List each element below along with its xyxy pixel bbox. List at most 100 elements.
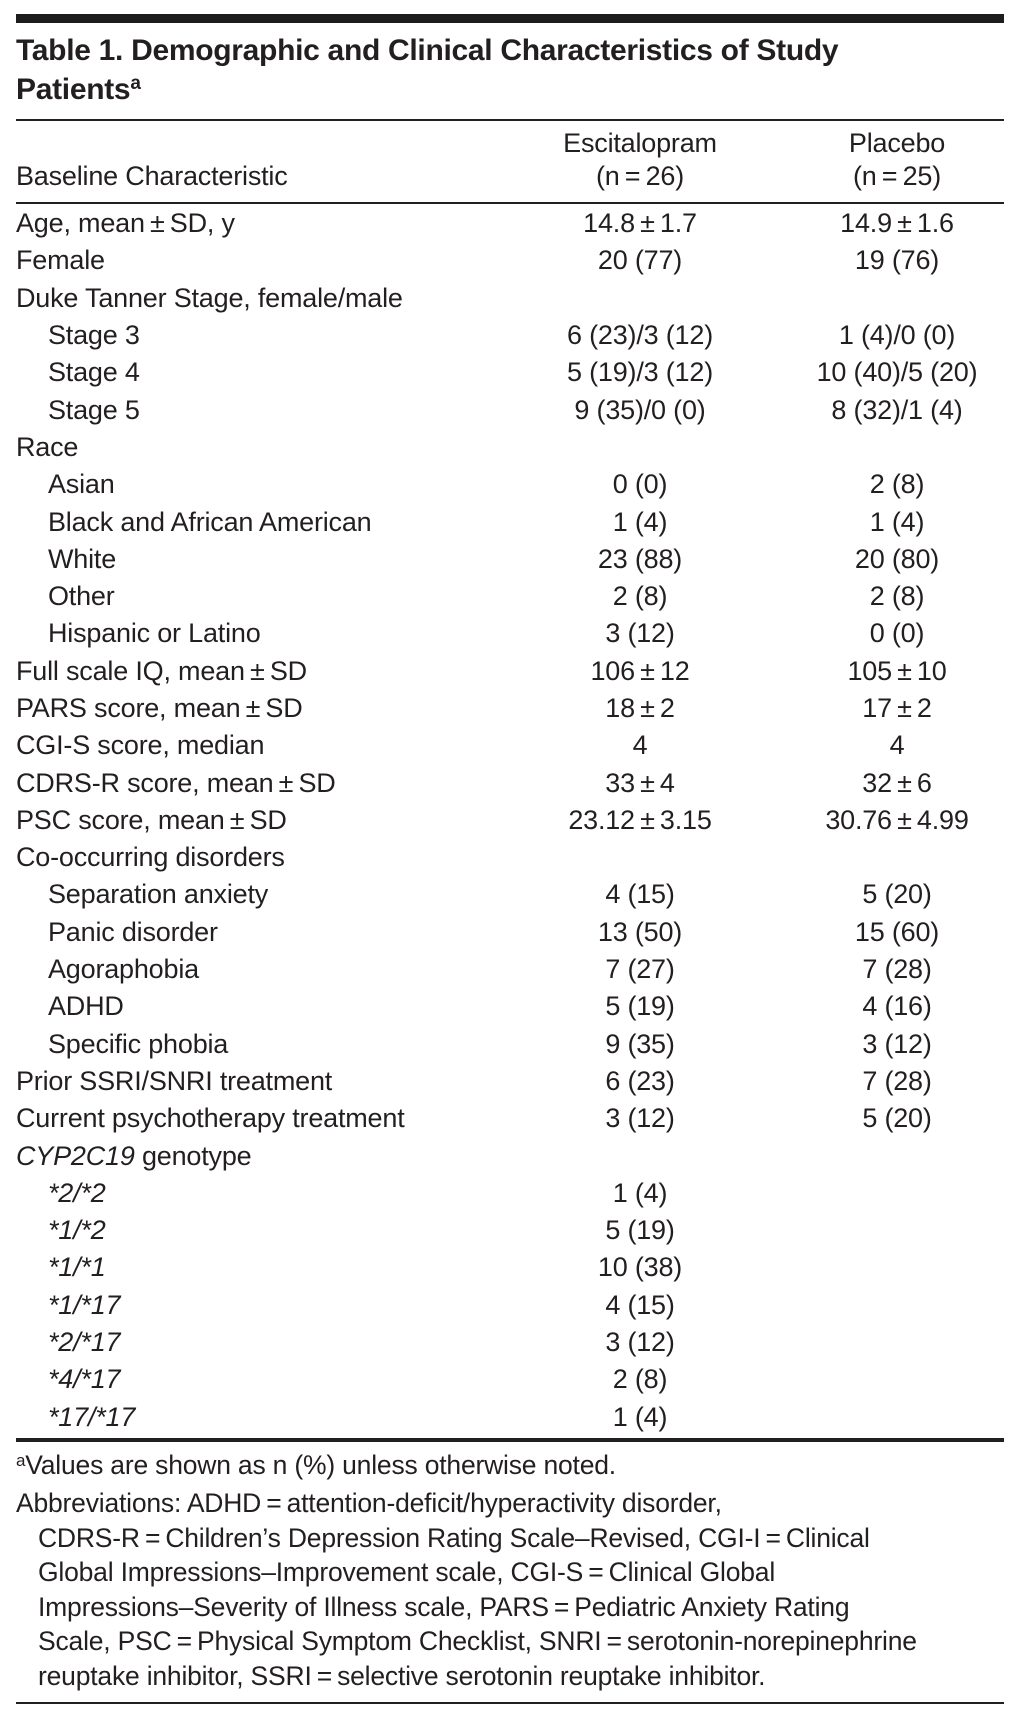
table-row: Agoraphobia 7 (27) 7 (28) [16,951,1004,988]
row-label: *1/*17 [48,1289,121,1320]
table-row: Hispanic or Latino 3 (12) 0 (0) [16,615,1004,652]
header-baseline-characteristic: Baseline Characteristic [16,161,288,191]
table-row: Panic disorder 13 (50) 15 (60) [16,914,1004,951]
table-top-bar [16,14,1004,23]
row-value-escitalopram: 2 (8) [612,581,668,612]
table-title: Table 1. Demographic and Clinical Charac… [16,31,1004,113]
abbreviation-line: reuptake inhibitor, SSRI = selective ser… [38,1660,766,1691]
row-value-placebo: 5 (20) [862,1103,932,1134]
row-value-escitalopram: 23.12 ± 3.15 [568,804,712,835]
row-value-escitalopram: 14.8 ± 1.7 [583,208,697,239]
header-placebo-name: Placebo [848,128,946,158]
row-value-placebo: 14.9 ± 1.6 [840,208,954,239]
table-row: Black and African American 1 (4) 1 (4) [16,503,1004,540]
row-value-escitalopram: 9 (35) [605,1028,675,1059]
row-label: Black and African American [48,506,372,537]
abbreviation-line: Impressions–Severity of Illness scale, P… [38,1591,850,1622]
row-label: Prior SSRI/SNRI treatment [16,1065,333,1096]
table-row: *1/*2 5 (19) [16,1212,1004,1249]
table-row: Race [16,429,1004,466]
table-row: PSC score, mean ± SD 23.12 ± 3.15 30.76 … [16,802,1004,839]
header-escitalopram-n: (n = 26) [595,161,684,191]
row-label: Co-occurring disorders [16,842,285,873]
row-value-placebo: 32 ± 6 [862,767,932,798]
table-row: *2/*17 3 (12) [16,1324,1004,1361]
row-value-escitalopram: 6 (23) [605,1065,675,1096]
row-value-escitalopram: 3 (12) [605,1327,675,1358]
abbreviation-line: Scale, PSC = Physical Symptom Checklist,… [38,1626,917,1657]
table-row: CDRS-R score, mean ± SD 33 ± 4 32 ± 6 [16,764,1004,801]
row-value-placebo: 2 (8) [869,469,925,500]
table-row: Asian 0 (0) 2 (8) [16,466,1004,503]
header-escitalopram-name: Escitalopram [563,128,717,158]
row-label: White [48,543,117,574]
row-value-escitalopram: 5 (19) [605,991,675,1022]
table-row: Specific phobia 9 (35) 3 (12) [16,1026,1004,1063]
row-label: Current psychotherapy treatment [16,1103,405,1134]
table-row: Stage 4 5 (19)/3 (12) 10 (40)/5 (20) [16,354,1004,391]
footnote-marker: a [16,1450,26,1470]
row-label: CYP2C19 genotype [16,1140,252,1171]
table-row: PARS score, mean ± SD 18 ± 2 17 ± 2 [16,690,1004,727]
row-value-placebo: 4 [889,730,905,761]
row-value-escitalopram: 18 ± 2 [605,693,675,723]
row-label: CGI-S score, median [16,730,265,761]
table-row: ADHD 5 (19) 4 (16) [16,988,1004,1025]
row-value-placebo: 17 ± 2 [862,693,932,723]
row-label: Other [48,581,115,612]
row-value-escitalopram: 7 (27) [605,954,675,985]
row-value-escitalopram: 0 (0) [612,469,668,500]
row-value-placebo: 30.76 ± 4.99 [825,804,969,835]
row-value-placebo: 19 (76) [854,245,940,276]
row-label: *1/*1 [48,1252,106,1283]
row-label: CDRS-R score, mean ± SD [16,767,336,798]
row-value-placebo: 1 (4)/0 (0) [838,320,956,351]
row-value-placebo: 7 (28) [862,1065,932,1096]
row-label: *1/*2 [48,1215,106,1246]
row-label: *2/*2 [48,1177,106,1208]
row-value-placebo: 10 (40)/5 (20) [816,357,978,388]
row-value-placebo: 105 ± 10 [847,655,947,686]
row-value-escitalopram: 3 (12) [605,1103,675,1134]
row-value-escitalopram: 106 ± 12 [590,655,690,686]
row-label: Panic disorder [48,916,218,947]
header-escitalopram: Escitalopram (n = 26) [490,127,790,193]
table-row: Stage 3 6 (23)/3 (12) 1 (4)/0 (0) [16,317,1004,354]
abbreviation-line: Abbreviations: ADHD = attention-deficit/… [16,1488,722,1519]
row-label: Separation anxiety [48,879,269,910]
row-value-escitalopram: 1 (4) [612,506,668,537]
table-row: CGI-S score, median 4 4 [16,727,1004,764]
footnote-abbreviations: Abbreviations: ADHD = attention-deficit/… [16,1486,1004,1693]
row-value-escitalopram: 33 ± 4 [605,767,675,798]
table-row: Current psychotherapy treatment 3 (12) 5… [16,1100,1004,1137]
header-placebo-n: (n = 25) [852,161,941,191]
abbreviation-line: Global Impressions–Improvement scale, CG… [38,1557,776,1588]
row-value-escitalopram: 20 (77) [597,245,683,276]
table-row: Female 20 (77) 19 (76) [16,242,1004,279]
row-label: *17/*17 [48,1401,136,1432]
table-title-line1: Table 1. Demographic and Clinical Charac… [16,34,839,67]
table-row: Stage 5 9 (35)/0 (0) 8 (32)/1 (4) [16,391,1004,428]
table-body: Age, mean ± SD, y 14.8 ± 1.7 14.9 ± 1.6 … [16,204,1004,1438]
row-value-escitalopram: 1 (4) [612,1401,668,1432]
row-value-escitalopram: 3 (12) [605,618,675,649]
row-label: Female [16,245,105,276]
row-value-placebo: 1 (4) [869,506,925,537]
row-label: Age, mean ± SD, y [16,208,235,239]
row-label: Agoraphobia [48,954,199,985]
table-row: *1/*17 4 (15) [16,1287,1004,1324]
table-row: Full scale IQ, mean ± SD 106 ± 12 105 ± … [16,653,1004,690]
footnote-values-note: aValues are shown as n (%) unless otherw… [16,1448,1004,1487]
row-value-escitalopram: 5 (19) [605,1215,675,1246]
table-row: Separation anxiety 4 (15) 5 (20) [16,876,1004,913]
row-value-escitalopram: 5 (19)/3 (12) [567,357,713,388]
table-row: *17/*17 1 (4) [16,1399,1004,1436]
row-value-placebo: 8 (32)/1 (4) [831,394,963,425]
row-value-escitalopram: 4 (15) [605,879,675,910]
table-row: Age, mean ± SD, y 14.8 ± 1.7 14.9 ± 1.6 [16,205,1004,242]
row-value-escitalopram: 4 (15) [605,1289,675,1320]
row-value-placebo: 0 (0) [869,618,925,649]
table-footnotes: aValues are shown as n (%) unless otherw… [16,1442,1004,1703]
